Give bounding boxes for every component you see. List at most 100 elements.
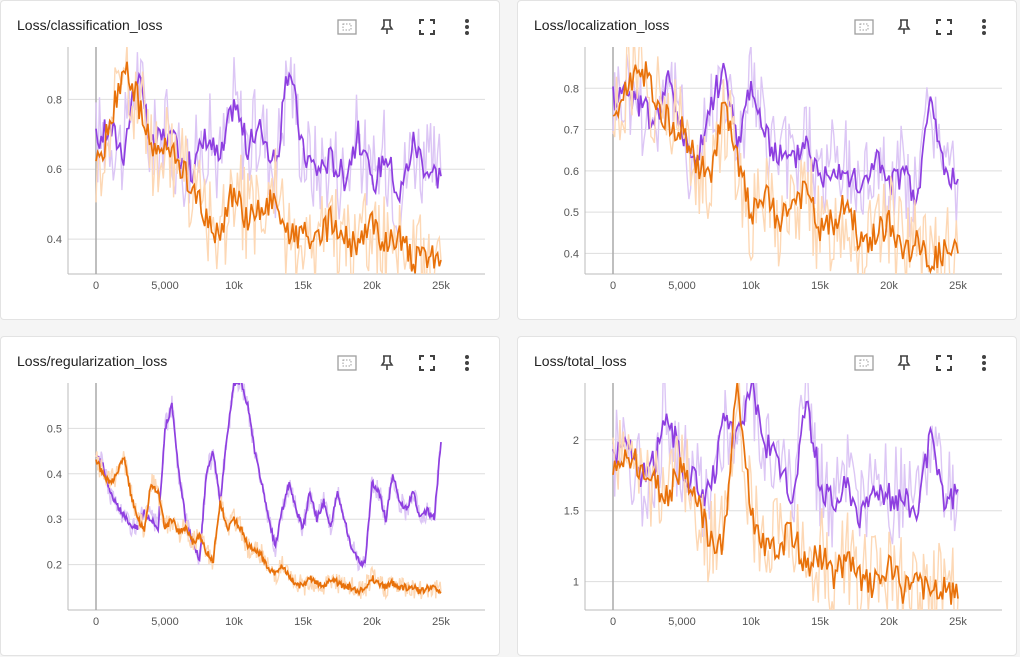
- fit-domain-button[interactable]: [327, 351, 367, 375]
- fullscreen-icon: [419, 355, 435, 371]
- fullscreen-button[interactable]: [924, 15, 964, 39]
- card-toolbar: [327, 15, 487, 39]
- pin-button[interactable]: [367, 15, 407, 39]
- x-tick-label: 25k: [949, 616, 967, 628]
- fullscreen-button[interactable]: [407, 15, 447, 39]
- x-tick-label: 15k: [811, 280, 829, 292]
- x-tick-label: 25k: [432, 616, 450, 628]
- more-options-button[interactable]: [964, 15, 1004, 39]
- series-group: [612, 47, 959, 274]
- series-smoothed-line: [95, 61, 442, 274]
- x-tick-label: 5,000: [668, 280, 696, 292]
- x-tick-label: 5,000: [151, 616, 179, 628]
- y-tick-label: 0.2: [47, 560, 62, 572]
- series-raw-line: [612, 47, 959, 274]
- y-tick-label: 0.3: [47, 514, 62, 526]
- card-toolbar: [844, 15, 1004, 39]
- series-group: [95, 383, 442, 601]
- series-smoothed-line: [95, 456, 442, 597]
- y-tick-label: 0.4: [564, 248, 579, 260]
- x-tick-label: 20k: [880, 280, 898, 292]
- chart-card-total: Loss/total_loss 1 1.5 2 0 5,000 10k 15k 20k 25k: [517, 336, 1017, 656]
- fit-domain-button[interactable]: [844, 15, 884, 39]
- x-tick-label: 0: [93, 616, 99, 628]
- card-toolbar: [844, 351, 1004, 375]
- pin-icon: [897, 355, 911, 371]
- series-smoothed-line: [612, 383, 959, 605]
- y-tick-label: 2: [573, 435, 579, 447]
- y-tick-label: 0.7: [564, 125, 579, 137]
- series-raw-line: [612, 383, 959, 610]
- fullscreen-icon: [936, 355, 952, 371]
- x-tick-label: 20k: [363, 616, 381, 628]
- chart-title: Loss/classification_loss: [17, 17, 163, 33]
- fullscreen-button[interactable]: [407, 351, 447, 375]
- more-vert-icon: [981, 354, 987, 372]
- x-tick-label: 5,000: [151, 280, 179, 292]
- x-tick-label: 0: [610, 616, 616, 628]
- x-tick-label: 25k: [949, 280, 967, 292]
- x-tick-label: 15k: [294, 616, 312, 628]
- series-group: [95, 47, 442, 274]
- fit-domain-button[interactable]: [844, 351, 884, 375]
- x-tick-label: 10k: [742, 280, 760, 292]
- series-smoothed-line: [612, 383, 959, 529]
- x-tick-label: 10k: [225, 616, 243, 628]
- y-tick-label: 0.6: [564, 166, 579, 178]
- y-tick-label: 0.4: [47, 234, 62, 246]
- line-chart-total-loss[interactable]: 1 1.5 2 0 5,000 10k 15k 20k 25k: [518, 377, 1018, 647]
- fullscreen-icon: [936, 19, 952, 35]
- fit-domain-button[interactable]: [327, 15, 367, 39]
- card-toolbar: [327, 351, 487, 375]
- series-smoothed-line: [612, 61, 959, 274]
- series-group: [612, 383, 959, 610]
- chart-card-classification: Loss/classification_loss 0.4 0.6 0.8 0 5,000…: [0, 0, 500, 320]
- series-raw-line: [95, 451, 442, 601]
- chart-title: Loss/total_loss: [534, 353, 627, 369]
- pin-icon: [380, 355, 394, 371]
- more-options-button[interactable]: [447, 15, 487, 39]
- x-tick-label: 10k: [742, 616, 760, 628]
- y-tick-label: 0.8: [47, 94, 62, 106]
- chart-title: Loss/localization_loss: [534, 17, 670, 33]
- x-tick-label: 0: [610, 280, 616, 292]
- fullscreen-button[interactable]: [924, 351, 964, 375]
- fit-domain-icon: [337, 355, 357, 371]
- y-tick-label: 1.5: [564, 506, 579, 518]
- y-tick-label: 0.4: [47, 469, 62, 481]
- series-smoothed-line: [612, 62, 959, 206]
- pin-button[interactable]: [367, 351, 407, 375]
- x-tick-label: 25k: [432, 280, 450, 292]
- chart-card-localization: Loss/localization_loss 0.4 0.5 0.6 0.7 0.8 0 5…: [517, 0, 1017, 320]
- series-raw-line: [612, 383, 959, 548]
- y-tick-label: 0.6: [47, 164, 62, 176]
- chart-title: Loss/regularization_loss: [17, 353, 168, 369]
- chart-card-regularization: Loss/regularization_loss 0.2 0.3 0.4 0.5 0 5,…: [0, 336, 500, 656]
- x-tick-label: 5,000: [668, 616, 696, 628]
- x-tick-label: 15k: [294, 280, 312, 292]
- y-tick-label: 0.5: [564, 207, 579, 219]
- fullscreen-icon: [419, 19, 435, 35]
- series-raw-line: [95, 47, 442, 274]
- series-raw-line: [95, 383, 442, 572]
- series-smoothed-line: [95, 383, 442, 569]
- pin-button[interactable]: [884, 15, 924, 39]
- more-options-button[interactable]: [964, 351, 1004, 375]
- y-tick-label: 1: [573, 577, 579, 589]
- line-chart-classification-loss[interactable]: 0.4 0.6 0.8 0 5,000 10k 15k 20k 25k: [1, 41, 501, 311]
- series-smoothed-line: [95, 71, 442, 205]
- fit-domain-icon: [854, 19, 874, 35]
- line-chart-localization-loss[interactable]: 0.4 0.5 0.6 0.7 0.8 0 5,000 10k 15k 20k 25k: [518, 41, 1018, 311]
- x-tick-label: 0: [93, 280, 99, 292]
- line-chart-regularization-loss[interactable]: 0.2 0.3 0.4 0.5 0 5,000 10k 15k 20k 25k: [1, 377, 501, 647]
- pin-button[interactable]: [884, 351, 924, 375]
- more-vert-icon: [981, 18, 987, 36]
- y-tick-label: 0.5: [47, 423, 62, 435]
- x-tick-label: 20k: [880, 616, 898, 628]
- pin-icon: [380, 19, 394, 35]
- more-options-button[interactable]: [447, 351, 487, 375]
- x-tick-label: 20k: [363, 280, 381, 292]
- more-vert-icon: [464, 354, 470, 372]
- y-tick-label: 0.8: [564, 83, 579, 95]
- pin-icon: [897, 19, 911, 35]
